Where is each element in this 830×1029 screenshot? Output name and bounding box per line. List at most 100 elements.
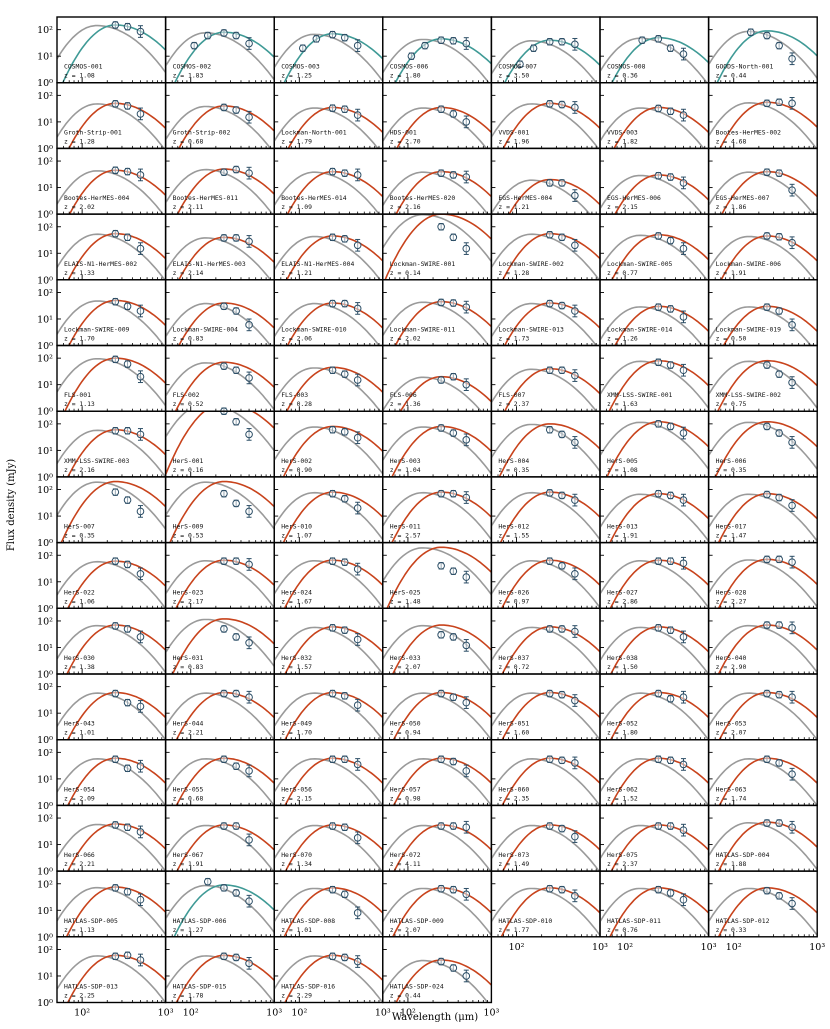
x-tick-label: 10² [183,1008,199,1019]
data-point [679,826,688,834]
panel-redshift: z = 4.11 [390,860,421,868]
panel-name: HerS-066 [64,851,95,859]
data-point [449,233,458,242]
data-point [666,173,675,181]
data-point [679,366,688,375]
template-sed-line [57,233,166,280]
panel-redshift: z = 2.21 [173,729,204,737]
data-point [449,171,458,179]
data-point [245,321,253,329]
fit-sed-line [165,411,275,475]
data-point [111,21,120,29]
panel-name: EGS-HerMES-007 [716,194,770,202]
y-tick-label: 10² [37,682,53,693]
data-point [340,692,349,700]
data-point [788,770,796,779]
panel-name: COSMOS-007 [498,63,537,71]
data-point [328,624,337,632]
fit-sed-line [394,300,492,346]
data-point [545,366,554,375]
sed-curves [708,757,818,806]
template-sed-line [274,626,383,674]
panel-name: HerS-009 [173,523,204,531]
data-point [775,892,783,900]
fit-sed-line [609,492,709,543]
sed-curves [165,480,275,543]
data-point [328,885,337,894]
panel-redshift: z = 2.07 [390,926,421,934]
data-point [340,370,349,378]
data-point [437,489,445,498]
panel-name: EGS-HerMES-006 [607,194,661,202]
data-point [666,107,675,116]
panel-name: XMM-LSS-SWIRE-002 [716,391,782,399]
sed-curves [57,299,166,346]
data-point [190,41,198,50]
data-point [763,621,771,629]
panel-redshift: z = 1.50 [607,663,638,671]
data-point [462,641,471,650]
sed-curves [165,302,275,346]
template-sed-line [274,171,381,215]
sed-curves [708,30,818,83]
data-point [437,884,445,893]
fit-sed-line [285,235,383,280]
fit-sed-line [502,102,600,149]
panel-redshift: z = 0.50 [716,335,747,343]
panel-redshift: z = 1.80 [390,72,421,80]
sed-curves [600,174,709,215]
sed-curves [274,425,383,477]
sed-curves [274,235,383,280]
fit-sed-line [717,624,818,674]
x-tick-label: 10² [291,1008,307,1019]
panel-name: EGS-HerMES-004 [498,194,552,202]
data-point [571,496,579,504]
panel-name: Lockman-SWIRE-010 [281,326,347,334]
data-point [462,767,471,775]
sed-curves [57,428,166,477]
y-tick-label: 10¹ [37,840,53,851]
sed-curves [491,39,600,83]
sed-curves [165,411,275,475]
y-tick-label: 10¹ [37,512,53,523]
fit-sed-line [68,169,166,215]
data-point [654,489,663,498]
data-point [558,37,566,46]
panel-name: ELAIS-N1-HerMES-004 [281,260,354,268]
panel-redshift: z = 2.21 [64,860,95,868]
template-sed-line [274,757,383,806]
data-point [437,957,445,966]
panel-redshift: z = 1.33 [64,269,95,277]
template-sed-line [382,824,492,872]
panel-name: HerS-040 [716,654,747,662]
panel-name: Groth-Strip-002 [173,128,231,136]
data-point [123,167,132,176]
panel-name: HATLAS-SDP-006 [173,917,227,925]
data-point [775,759,783,767]
panel-redshift: z = 0.44 [716,72,747,80]
panel-name: Lockman-North-001 [281,128,347,136]
panel-name: HerS-062 [607,785,638,793]
fit-sed-line [716,359,818,412]
data-point [136,633,145,641]
data-point [666,756,675,765]
data-point [232,633,240,641]
y-tick-label: 10¹ [37,906,53,917]
panel-name: COSMOS-003 [281,63,320,71]
panel-name: HerS-030 [64,654,95,662]
template-sed-line [274,955,383,1003]
panel-name: GOODS-North-001 [716,63,774,71]
panel-name: ELAIS-N1-HerMES-002 [64,260,137,268]
